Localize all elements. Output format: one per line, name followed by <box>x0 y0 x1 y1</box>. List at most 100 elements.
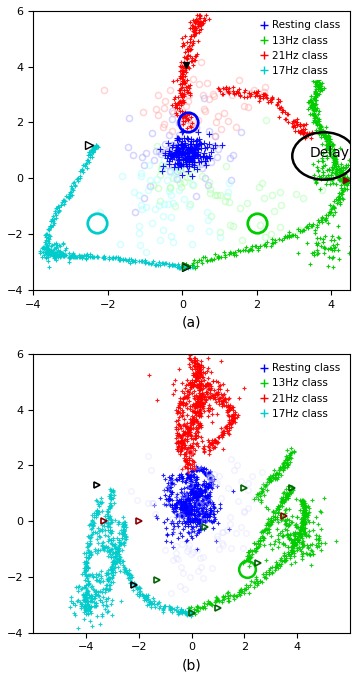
Point <box>94 534 99 545</box>
Point <box>179 126 185 137</box>
Point <box>101 576 106 587</box>
Point <box>203 464 209 475</box>
Point <box>203 394 209 405</box>
Point <box>83 601 88 612</box>
Point <box>303 119 308 130</box>
Point <box>115 545 121 556</box>
Point <box>208 599 214 610</box>
Point <box>84 573 90 584</box>
Point <box>210 500 216 511</box>
Point <box>300 548 306 559</box>
Point <box>178 604 184 615</box>
Point <box>284 460 289 471</box>
Point <box>223 84 229 94</box>
Point <box>174 430 180 441</box>
Point <box>179 503 185 514</box>
Point <box>332 155 337 166</box>
Point <box>116 536 122 547</box>
Point <box>302 498 308 509</box>
Point <box>174 517 180 528</box>
Point <box>179 146 185 157</box>
Point <box>102 542 108 553</box>
Point <box>196 509 202 519</box>
Point <box>315 84 321 95</box>
Point <box>131 578 136 589</box>
Point <box>175 435 181 446</box>
Point <box>191 377 197 388</box>
Point <box>81 250 87 261</box>
Point <box>200 497 206 508</box>
Point <box>198 356 204 367</box>
Point <box>184 160 190 171</box>
Point <box>84 537 90 548</box>
Point <box>202 515 208 526</box>
Point <box>59 248 65 259</box>
Point <box>320 166 325 177</box>
Point <box>342 178 348 189</box>
Point <box>244 551 250 562</box>
Point <box>89 516 94 527</box>
Point <box>341 172 347 183</box>
Point <box>97 206 103 217</box>
Point <box>178 61 184 72</box>
Point <box>208 383 214 394</box>
Point <box>85 578 91 589</box>
Point <box>333 179 339 189</box>
Point <box>282 523 288 534</box>
Point <box>184 402 190 413</box>
Point <box>190 406 195 417</box>
Point <box>181 496 186 507</box>
Point <box>316 215 321 225</box>
Point <box>204 503 209 514</box>
Point <box>341 183 346 194</box>
Point <box>198 156 204 167</box>
Point <box>226 422 232 433</box>
Point <box>67 190 73 201</box>
Point <box>225 186 231 197</box>
Point <box>97 545 103 555</box>
Point <box>150 498 156 509</box>
Point <box>92 544 98 555</box>
Point <box>96 576 102 587</box>
Point <box>107 572 112 583</box>
Point <box>294 113 300 124</box>
Point <box>137 583 143 593</box>
Point <box>288 486 294 497</box>
Point <box>188 146 194 157</box>
Point <box>236 589 241 600</box>
Point <box>173 172 178 183</box>
Point <box>192 513 198 524</box>
Point <box>302 225 307 236</box>
Point <box>223 161 228 172</box>
Point <box>294 543 300 554</box>
Point <box>200 399 206 409</box>
Point <box>196 514 202 525</box>
Point <box>301 517 307 528</box>
Point <box>227 197 232 208</box>
Point <box>205 497 210 508</box>
Point <box>186 145 192 156</box>
Point <box>112 547 117 558</box>
Point <box>196 509 202 519</box>
Point <box>99 587 104 598</box>
Point <box>186 430 191 441</box>
Point <box>144 594 150 605</box>
Point <box>186 452 192 463</box>
Point <box>121 517 126 528</box>
Point <box>136 586 142 597</box>
Point <box>99 538 104 549</box>
Point <box>166 159 172 170</box>
Point <box>215 390 220 401</box>
Point <box>176 185 182 196</box>
Point <box>193 499 199 510</box>
Point <box>318 124 323 135</box>
Point <box>191 255 197 266</box>
Point <box>179 500 185 511</box>
Point <box>328 149 334 160</box>
Point <box>90 145 95 156</box>
Point <box>220 443 225 454</box>
Point <box>294 533 299 544</box>
Point <box>110 485 116 496</box>
Point <box>322 130 327 141</box>
Point <box>273 473 279 484</box>
